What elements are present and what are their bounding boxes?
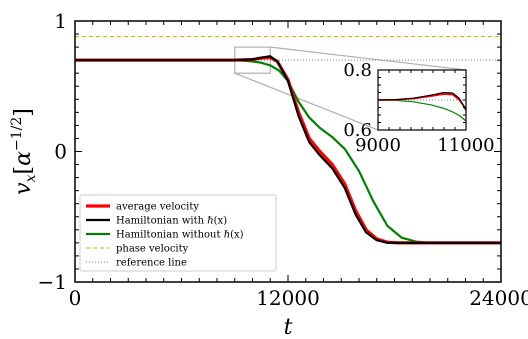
legend-entry-hamiltonian-with-hbar-x: Hamiltonian with ℏ(x)	[116, 216, 227, 227]
inset-y-tick-label: 0.6	[343, 120, 372, 141]
legend-entry-phase-velocity: phase velocity	[116, 244, 189, 255]
x-tick-label: 12000	[256, 286, 320, 310]
inset-x-tick-label: 11000	[437, 135, 494, 156]
legend-entry-reference-line: reference line	[116, 258, 187, 269]
x-axis-label: t	[284, 315, 293, 339]
y-tick-label: 1	[54, 9, 67, 33]
inset-y-tick-label: 0.8	[343, 60, 372, 81]
legend-entry-hamiltonian-without-hbar-x: Hamiltonian without ℏ(x)	[116, 230, 244, 241]
y-tick-label: −1	[38, 270, 67, 294]
legend: average velocity Hamiltonian with ℏ(x) Ham…	[80, 195, 276, 271]
y-tick-label: 0	[54, 140, 67, 164]
legend-entry-average-velocity: average velocity	[116, 202, 199, 213]
x-tick-label: 24000	[469, 286, 528, 310]
x-tick-label: 0	[69, 286, 82, 310]
y-axis-label: vx[α−1/2]	[9, 108, 39, 195]
